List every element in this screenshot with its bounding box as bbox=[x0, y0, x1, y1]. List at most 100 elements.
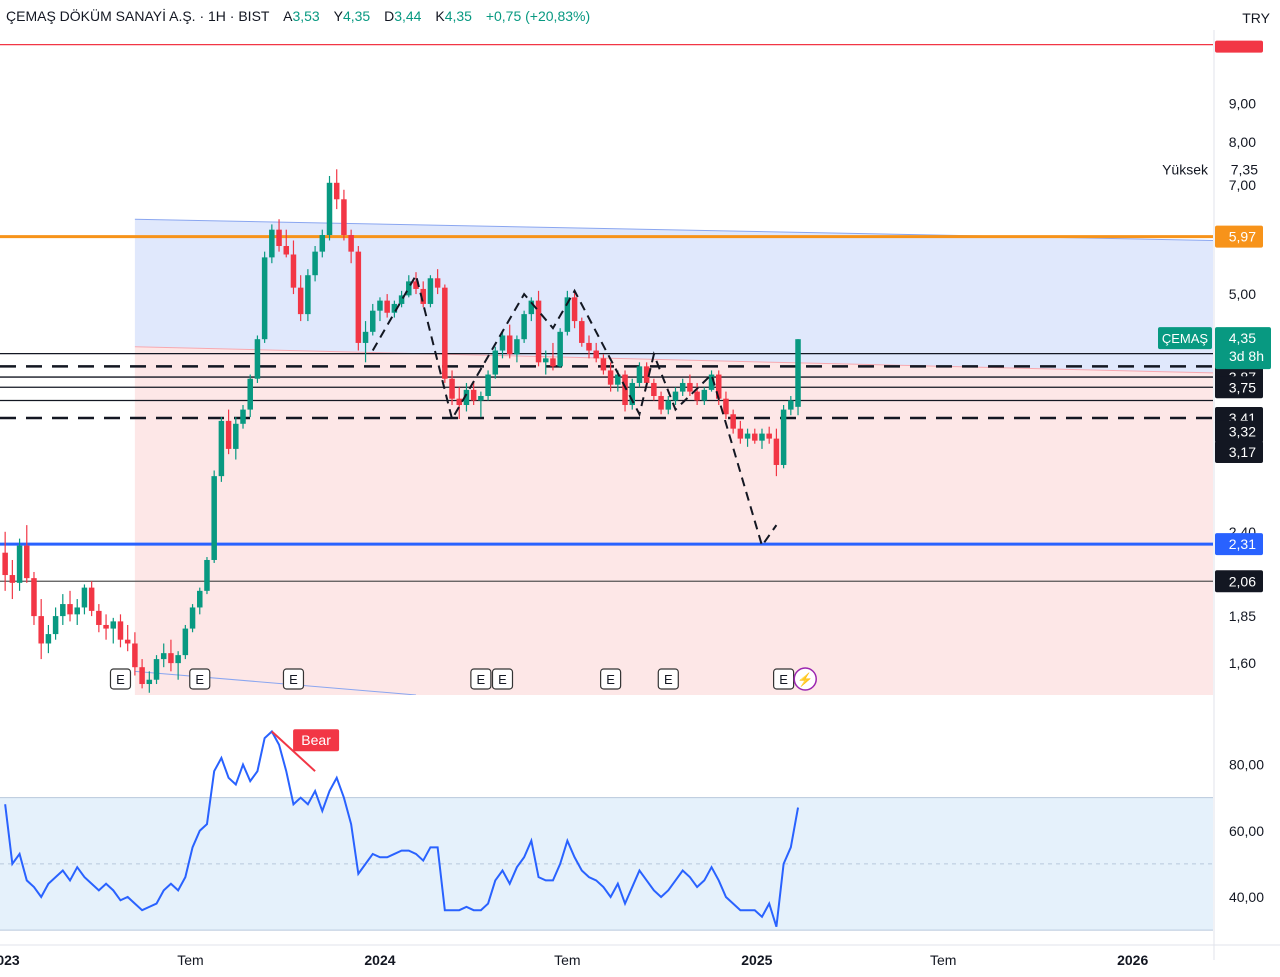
candle-body-68 bbox=[492, 350, 499, 375]
candle-body-102 bbox=[737, 428, 744, 439]
candle-body-17 bbox=[124, 639, 131, 644]
ohlc-legend: ÇEMAŞ DÖKÜM SANAYİ A.Ş. · 1H · BIST A3,5… bbox=[6, 8, 590, 24]
candle-body-7 bbox=[52, 616, 59, 635]
candle-body-72 bbox=[521, 314, 527, 340]
earnings-marker-label-0: E bbox=[116, 672, 125, 687]
candle-body-30 bbox=[218, 420, 225, 477]
candle-body-109 bbox=[788, 400, 794, 410]
change-value: +0,75 (+20,83%) bbox=[485, 8, 591, 24]
candle-body-97 bbox=[701, 389, 708, 401]
earnings-marker-label-2: E bbox=[289, 672, 298, 687]
tag-3-17-bg bbox=[1215, 441, 1263, 464]
rsi-band bbox=[0, 797, 1213, 931]
level-tag-8: 2,31 bbox=[1229, 536, 1256, 552]
candle-body-75 bbox=[542, 358, 549, 363]
rsi-pane: Bear bbox=[0, 729, 1213, 931]
candle-body-41 bbox=[297, 287, 304, 315]
time-tick-0: 2023 bbox=[0, 952, 20, 968]
candle-body-53 bbox=[384, 300, 390, 313]
candle-body-5 bbox=[38, 616, 44, 644]
candle-body-23 bbox=[168, 653, 174, 664]
candle-body-49 bbox=[355, 251, 362, 343]
price-tick-6: 1,60 bbox=[1229, 655, 1256, 671]
rsi-line bbox=[4, 729, 800, 928]
candle-body-46 bbox=[333, 182, 340, 200]
candle-body-34 bbox=[247, 378, 253, 410]
close-label: K bbox=[435, 8, 445, 24]
rsi-tick-2: 40,00 bbox=[1229, 889, 1264, 905]
candle-body-9 bbox=[67, 604, 73, 615]
candle-body-89 bbox=[643, 366, 650, 383]
candle-body-54 bbox=[391, 303, 398, 313]
candle-body-62 bbox=[449, 378, 455, 399]
candle-body-47 bbox=[341, 199, 347, 236]
close-value: 4,35 bbox=[444, 8, 472, 24]
candle-body-101 bbox=[730, 414, 736, 429]
candle-body-104 bbox=[752, 433, 758, 441]
earnings-marker-0 bbox=[109, 668, 132, 690]
candle-body-48 bbox=[348, 235, 354, 252]
tag-3-32-bg bbox=[1215, 420, 1263, 443]
channel-line-1 bbox=[134, 346, 1213, 374]
candle-body-74 bbox=[535, 300, 542, 363]
candle-body-84 bbox=[607, 370, 614, 385]
candle-body-2 bbox=[16, 545, 23, 583]
candle-body-77 bbox=[557, 331, 563, 367]
candle-body-10 bbox=[74, 607, 80, 615]
tag-3-32: 3,32 bbox=[1229, 424, 1256, 440]
earnings-marker-label-6: E bbox=[664, 672, 673, 687]
earnings-marker-2 bbox=[282, 668, 305, 690]
candle-body-57 bbox=[413, 281, 419, 289]
candle-body-64 bbox=[463, 389, 470, 406]
candle-body-67 bbox=[485, 374, 491, 397]
candle-body-88 bbox=[636, 366, 643, 383]
candle-body-93 bbox=[672, 391, 679, 401]
earnings-marker-1 bbox=[189, 668, 211, 690]
candle-body-35 bbox=[254, 339, 261, 379]
candle-body-1 bbox=[9, 575, 16, 583]
candle-body-4 bbox=[31, 578, 37, 617]
candle-body-15 bbox=[110, 621, 117, 629]
candle-body-96 bbox=[694, 391, 700, 401]
candle-body-107 bbox=[773, 438, 780, 465]
candle-body-105 bbox=[759, 433, 765, 441]
high-value: 4,35 bbox=[342, 8, 371, 24]
open-value: 3,53 bbox=[292, 8, 320, 24]
time-tick-6: 2026 bbox=[1117, 952, 1148, 968]
price-tick-1: 8,00 bbox=[1229, 134, 1256, 150]
candle-body-29 bbox=[211, 476, 217, 560]
earnings-marker-label-7: E bbox=[779, 672, 788, 687]
time-tick-3: Tem bbox=[554, 952, 580, 968]
axes: 9,008,007,005,002,401,851,6080,0060,0040… bbox=[0, 30, 1280, 968]
candle-body-87 bbox=[629, 382, 635, 406]
candle-body-20 bbox=[146, 679, 153, 685]
earnings-marker-label-5: E bbox=[606, 672, 615, 687]
candle-body-85 bbox=[615, 374, 621, 385]
currency-label[interactable]: TRY bbox=[1242, 10, 1270, 26]
candle-body-39 bbox=[283, 246, 290, 255]
candle-body-61 bbox=[442, 287, 448, 379]
candle-body-69 bbox=[499, 335, 506, 351]
candle-body-31 bbox=[225, 420, 232, 449]
candle-body-79 bbox=[571, 297, 578, 322]
candle-body-3 bbox=[24, 545, 30, 579]
candle-body-18 bbox=[132, 643, 138, 668]
candle-body-103 bbox=[744, 433, 751, 439]
candle-body-55 bbox=[398, 295, 405, 304]
candle-body-81 bbox=[586, 342, 592, 351]
candle-body-27 bbox=[197, 590, 203, 608]
symbol-tag-bg bbox=[1158, 327, 1212, 350]
main-pane: E E E E E E E E ⚡ bbox=[0, 44, 1213, 695]
earnings-marker-label-4: E bbox=[498, 672, 507, 687]
dividend-marker-8 bbox=[793, 667, 817, 691]
last-price-tag-bg bbox=[1215, 327, 1271, 370]
top-level-tag bbox=[1215, 40, 1263, 53]
high-marker-label: Yüksek bbox=[1162, 161, 1209, 177]
level-tag-9-bg bbox=[1215, 570, 1263, 593]
candle-body-50 bbox=[362, 331, 369, 343]
candle-body-33 bbox=[240, 409, 246, 424]
candle-body-45 bbox=[326, 182, 333, 236]
candle-body-91 bbox=[658, 396, 664, 410]
candle-body-66 bbox=[478, 396, 484, 401]
